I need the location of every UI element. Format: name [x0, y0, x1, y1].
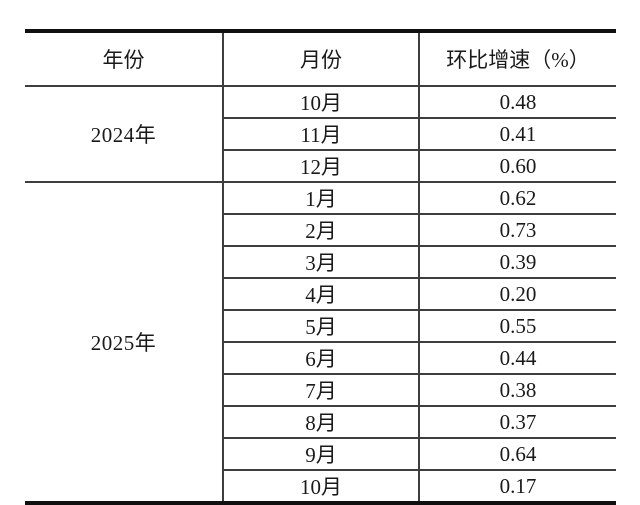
table-header-row: 年份 月份 环比增速（%）: [25, 31, 616, 87]
value-cell: 0.20: [419, 278, 616, 311]
month-cell: 5月: [223, 310, 420, 343]
value-cell: 0.60: [419, 150, 616, 183]
table-row: 3月 0.39: [25, 246, 616, 279]
value-cell: 0.44: [419, 342, 616, 375]
month-cell: 12月: [223, 150, 420, 183]
month-cell: 7月: [223, 374, 420, 407]
month-cell: 3月: [223, 246, 420, 279]
value-cell: 0.38: [419, 374, 616, 407]
year-cell-2025: 2025年: [25, 182, 224, 504]
col-header-year: 年份: [25, 31, 224, 87]
table-row: 12月 0.60: [25, 150, 616, 183]
month-cell: 8月: [223, 406, 420, 439]
value-cell: 0.62: [419, 182, 616, 215]
month-cell: 6月: [223, 342, 420, 375]
value-cell: 0.39: [419, 246, 616, 279]
table-row: 5月 0.55: [25, 310, 616, 343]
value-cell: 0.73: [419, 214, 616, 247]
value-cell: 0.64: [419, 438, 616, 471]
table-row: 7月 0.38: [25, 374, 616, 407]
month-cell: 10月: [223, 86, 420, 119]
table-row: 9月 0.64: [25, 438, 616, 471]
value-cell: 0.41: [419, 118, 616, 151]
table-row: 2月 0.73: [25, 214, 616, 247]
month-cell: 4月: [223, 278, 420, 311]
month-cell: 9月: [223, 438, 420, 471]
value-cell: 0.48: [419, 86, 616, 119]
value-cell: 0.55: [419, 310, 616, 343]
table-row: 2025年 1月 0.62: [25, 182, 616, 504]
month-cell: 11月: [223, 118, 420, 151]
table-row: 6月 0.44: [25, 342, 616, 375]
col-header-growth-rate: 环比增速（%）: [419, 31, 616, 87]
year-cell-2024: 2024年: [25, 86, 224, 183]
table-row: 8月 0.37: [25, 406, 616, 439]
col-header-month: 月份: [223, 31, 420, 87]
value-cell: 0.17: [419, 470, 616, 504]
table-row: 4月 0.20: [25, 278, 616, 311]
table-row: 2024年 10月 0.48: [25, 86, 616, 183]
month-cell: 1月: [223, 182, 420, 215]
mom-growth-table: 年份 月份 环比增速（%） 2024年 10月 0.48 11月 0.41 12…: [25, 29, 616, 505]
month-cell: 2月: [223, 214, 420, 247]
table-row: 11月 0.41: [25, 118, 616, 151]
month-cell: 10月: [223, 470, 420, 504]
value-cell: 0.37: [419, 406, 616, 439]
